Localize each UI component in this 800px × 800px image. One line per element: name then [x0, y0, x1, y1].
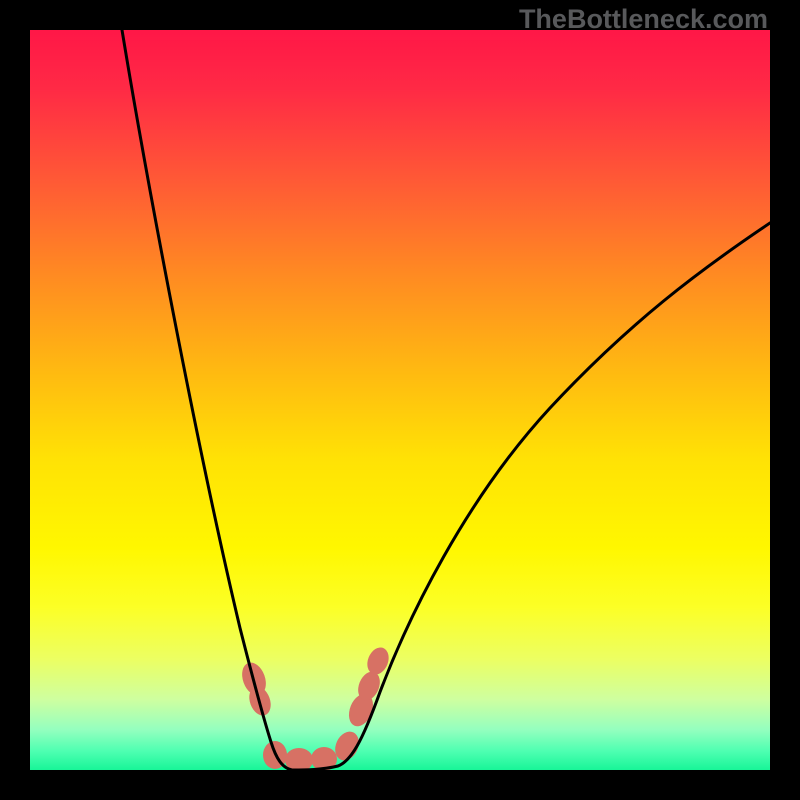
curve-marker [285, 748, 313, 770]
curve-layer [30, 30, 770, 770]
watermark-text: TheBottleneck.com [519, 4, 768, 35]
plot-area [30, 30, 770, 770]
chart-frame: TheBottleneck.com [0, 0, 800, 800]
bottleneck-curve-left [122, 30, 292, 770]
